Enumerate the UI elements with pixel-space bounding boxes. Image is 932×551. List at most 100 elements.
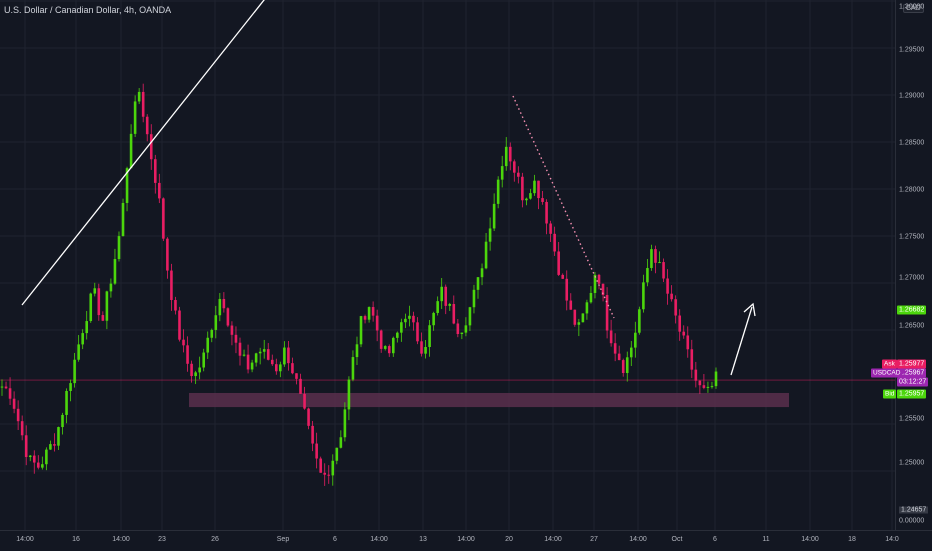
- candle-body: [678, 315, 681, 332]
- bid-label: Bid: [883, 389, 897, 399]
- candle-body: [484, 241, 488, 269]
- candle-body: [214, 315, 218, 330]
- countdown-tag: 03:12:27: [897, 377, 929, 387]
- candle-body: [89, 293, 93, 322]
- chart-area[interactable]: U.S. Dollar / Canadian Dollar, 4h, OANDA: [0, 0, 895, 530]
- candle-body: [642, 282, 645, 310]
- up-arrow-shaft: [730, 306, 753, 376]
- candle-body: [464, 325, 468, 333]
- candle-body: [375, 315, 379, 331]
- candle-body: [500, 166, 504, 180]
- candle-body: [28, 455, 32, 458]
- candle-body: [367, 307, 371, 320]
- candle-body: [125, 168, 129, 203]
- candle-body: [573, 309, 577, 325]
- candle-body: [49, 444, 52, 450]
- time-axis[interactable]: 14:00 16 14:00 23 26 Sep 6 14:00 13 14:00 20 14:00 2…: [0, 530, 932, 551]
- candle-body: [343, 409, 347, 438]
- candle-body: [682, 331, 686, 336]
- candle-body: [553, 233, 556, 252]
- price-tick-label: 1.27500: [899, 233, 925, 241]
- candle-body: [525, 198, 528, 201]
- candle-body: [238, 342, 242, 356]
- candle-body: [698, 380, 702, 386]
- candle-body: [355, 344, 359, 358]
- candle-body: [105, 291, 109, 321]
- price-tick-label: 1.25500: [899, 415, 925, 423]
- candle-body: [625, 357, 629, 374]
- candle-body: [149, 134, 153, 160]
- candle-body: [480, 268, 484, 278]
- candle-body: [424, 346, 427, 354]
- currency-button[interactable]: CAD: [903, 4, 924, 13]
- candle-body: [137, 91, 141, 102]
- candle-body: [363, 316, 367, 320]
- chart-title: U.S. Dollar / Canadian Dollar, 4h, OANDA: [4, 5, 172, 15]
- candle-body: [650, 249, 653, 269]
- candle-body: [517, 172, 520, 177]
- candle-body: [428, 325, 431, 347]
- candle-body: [400, 322, 403, 333]
- candle-body: [279, 364, 282, 372]
- candle-body: [258, 351, 262, 354]
- candle-body: [597, 274, 601, 284]
- candle-body: [686, 335, 690, 350]
- candle-body: [577, 322, 581, 325]
- candle-body: [549, 223, 552, 234]
- last-price-tag: 1.25967: [897, 368, 927, 378]
- symbol-label: USDCAD: [871, 368, 903, 378]
- candle-body: [275, 364, 278, 372]
- candle-body: [529, 193, 532, 199]
- price-axis[interactable]: CAD 1.30000 1.29500 1.29000 1.28500 1.28000 1…: [895, 0, 932, 530]
- candle-body: [658, 262, 661, 264]
- time-tick-label: 14:00: [370, 536, 388, 543]
- candle-body: [287, 347, 290, 364]
- time-tick-label: 26: [211, 536, 219, 543]
- candle-body: [436, 301, 439, 313]
- candle-body: [561, 274, 565, 279]
- candle-body: [133, 101, 137, 134]
- candle-body: [222, 298, 226, 309]
- support-zone: [189, 392, 789, 408]
- candle-body: [476, 277, 480, 290]
- ask-price-tag: 1.25977: [897, 359, 927, 369]
- candle-body: [629, 347, 633, 358]
- candle-body: [521, 176, 524, 201]
- time-tick-label: 20: [505, 536, 513, 543]
- candle-body: [242, 354, 246, 356]
- candle-body: [20, 421, 24, 436]
- candle-body: [65, 390, 68, 415]
- candle-body: [141, 91, 145, 117]
- candle-body: [557, 251, 560, 275]
- price-tick-label: 1.26500: [899, 322, 925, 330]
- candle-body: [4, 386, 8, 389]
- candle-body: [670, 293, 673, 300]
- candle-body: [32, 455, 36, 463]
- candle-body: [444, 286, 448, 306]
- candle-body: [311, 425, 314, 444]
- candle-body: [589, 292, 593, 303]
- candle-body: [468, 307, 472, 326]
- candle-body: [331, 460, 335, 476]
- candle-body: [674, 299, 677, 316]
- ask-label: Ask: [882, 359, 897, 369]
- time-tick-label: 14:00: [544, 536, 562, 543]
- candle-body: [601, 283, 605, 296]
- time-tick-label: 14:00: [801, 536, 819, 543]
- candle-body: [97, 288, 101, 316]
- candle-body: [158, 182, 161, 199]
- candle-body: [129, 133, 133, 169]
- time-tick-label: 6: [713, 536, 717, 543]
- candlestick-chart[interactable]: [0, 0, 895, 530]
- candle-body: [533, 180, 536, 194]
- candle-body: [662, 262, 665, 279]
- candle-body: [541, 198, 544, 202]
- time-tick-label: 16: [72, 536, 80, 543]
- candle-body: [565, 278, 569, 301]
- time-tick-label: 14:00: [112, 536, 130, 543]
- price-tick-label: 1.30000: [899, 3, 925, 11]
- candle-body: [37, 462, 40, 468]
- price-tick-label: 1.28000: [899, 186, 925, 194]
- time-tick-label: Oct: [671, 536, 683, 543]
- candle-body: [73, 359, 76, 384]
